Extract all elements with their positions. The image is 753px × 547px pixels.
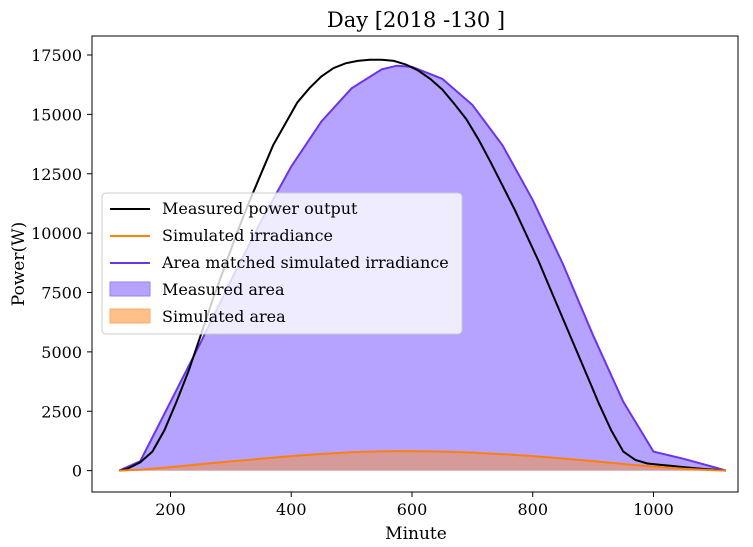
legend-label-area-matched: Area matched simulated irradiance — [161, 253, 449, 272]
x-axis-title: Minute — [385, 524, 447, 544]
y-axis-title: Power(W) — [9, 222, 29, 306]
x-tick-label: 200 — [155, 500, 186, 519]
x-tick-label: 1000 — [633, 500, 674, 519]
legend: Measured power output Simulated irradian… — [101, 192, 463, 335]
simulated-irradiance-line — [119, 450, 726, 472]
simulated-area-fill — [119, 451, 726, 471]
y-tick-label: 17500 — [31, 46, 82, 65]
y-axis-ticks: 0 2500 5000 7500 10000 12500 15000 17500 — [31, 46, 92, 481]
y-tick-label: 15000 — [31, 105, 82, 124]
x-tick-label: 800 — [517, 500, 548, 519]
x-axis-ticks: 200 400 600 800 1000 — [155, 492, 674, 519]
legend-swatch-simulated-area — [109, 308, 151, 324]
legend-label-simulated: Simulated irradiance — [162, 226, 333, 245]
legend-label-measured: Measured power output — [162, 199, 358, 218]
legend-label-measured-area: Measured area — [162, 280, 285, 299]
y-tick-label: 5000 — [41, 343, 82, 362]
y-tick-label: 12500 — [31, 165, 82, 184]
y-tick-label: 7500 — [41, 284, 82, 303]
legend-label-simulated-area: Simulated area — [162, 307, 286, 326]
chart-title: Day [2018 -130 ] — [327, 8, 505, 32]
y-tick-label: 0 — [72, 462, 82, 481]
y-tick-label: 10000 — [31, 224, 82, 243]
x-tick-label: 600 — [397, 500, 428, 519]
x-tick-label: 400 — [276, 500, 307, 519]
plot-frame — [91, 35, 739, 493]
y-tick-label: 2500 — [41, 402, 82, 421]
legend-swatch-measured-area — [109, 281, 151, 297]
legend-box — [101, 192, 463, 335]
